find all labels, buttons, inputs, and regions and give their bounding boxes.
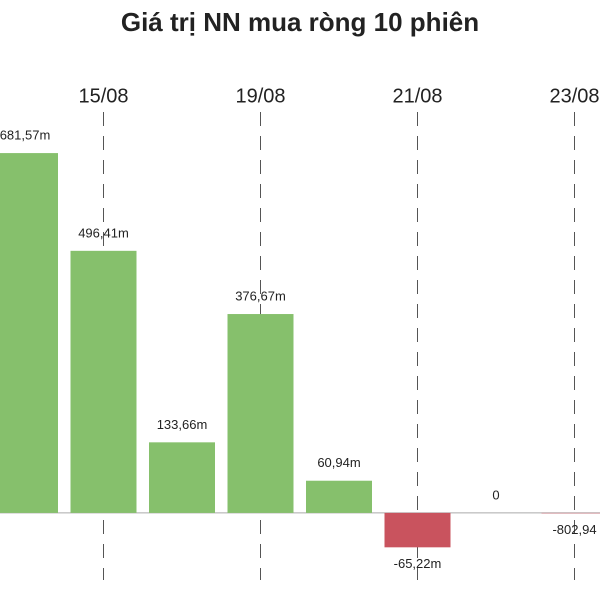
- value-label: 0: [492, 487, 499, 502]
- chart-title: Giá trị NN mua ròng 10 phiên: [121, 7, 479, 37]
- x-tick-label: 15/08: [78, 85, 128, 107]
- bar: [227, 314, 294, 513]
- value-label: -65,22m: [394, 556, 442, 571]
- bar: [70, 250, 137, 513]
- bar: [149, 442, 215, 513]
- value-label: 60,94m: [317, 455, 360, 470]
- bar: [0, 153, 58, 513]
- value-label: 496,41m: [78, 225, 129, 240]
- value-label: 681,57m: [0, 128, 50, 143]
- x-tick-label: 23/08: [549, 85, 599, 107]
- x-tick-label: 19/08: [235, 85, 285, 107]
- bar: [306, 480, 372, 513]
- x-tick-label: 21/08: [392, 85, 442, 107]
- value-label: -802,94: [552, 522, 596, 537]
- bar: [384, 512, 451, 548]
- value-label: 133,66m: [157, 417, 208, 432]
- value-label: 376,67m: [235, 288, 286, 303]
